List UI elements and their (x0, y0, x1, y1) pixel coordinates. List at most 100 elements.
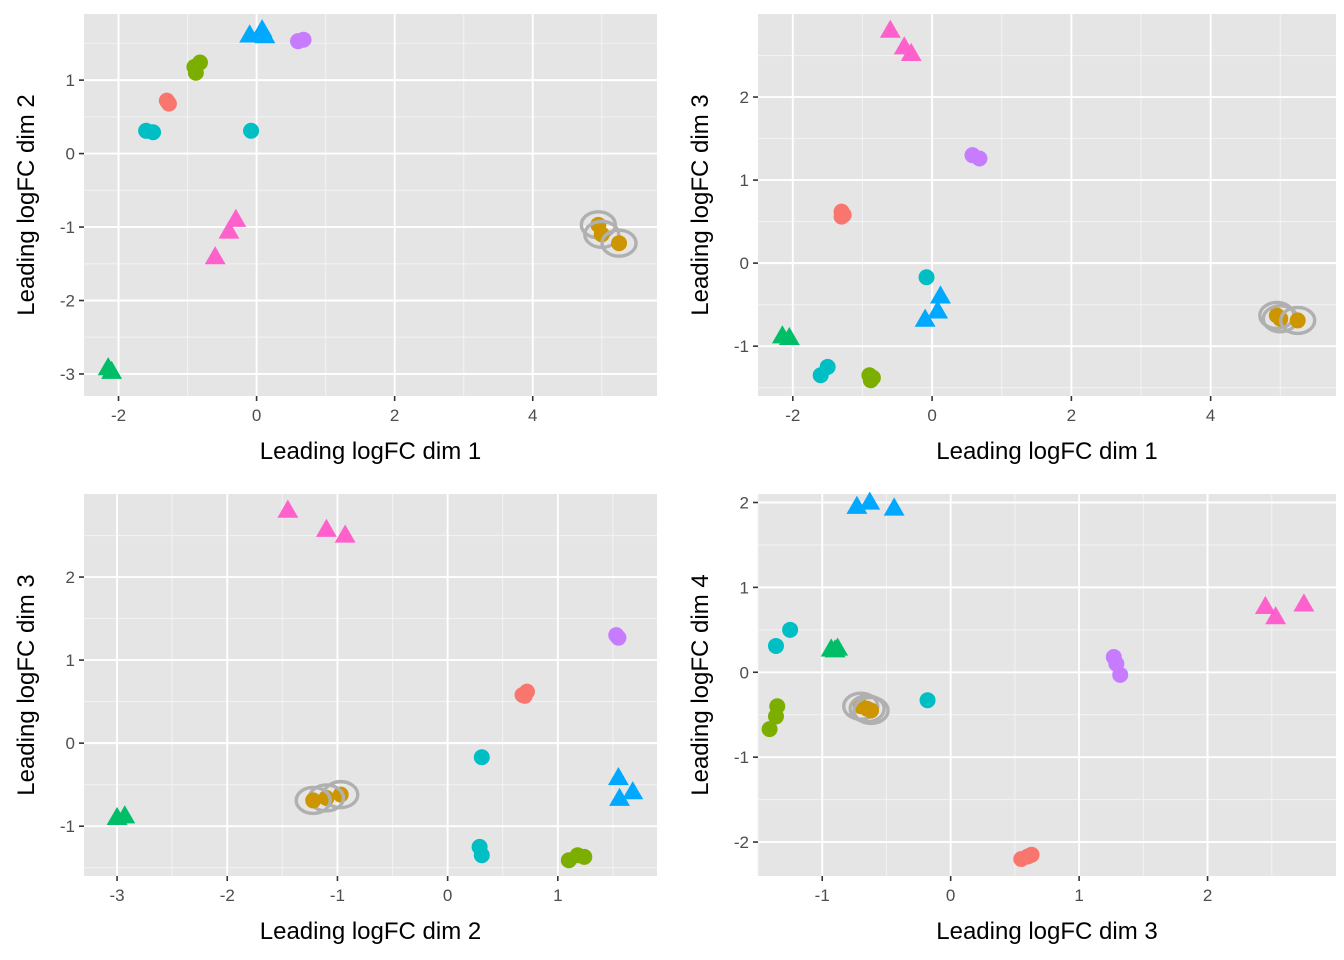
x-axis-title: Leading logFC dim 2 (260, 918, 481, 945)
point-triangle-blue (927, 300, 949, 319)
data-points (761, 491, 1315, 868)
point-circle-purple (295, 31, 312, 48)
y-tick-label: -1 (60, 218, 75, 237)
y-axis-title: Leading logFC dim 4 (687, 574, 714, 795)
y-tick-label: 2 (740, 493, 749, 512)
panel-4: -1 0 1 2 -2 -1 0 1 2 Leading logFC dim 3 Leading l… (687, 491, 1336, 945)
highlight-ring (294, 785, 332, 816)
x-tick-label: 1 (1074, 886, 1083, 905)
panel-2: -2 0 2 4 -1 0 1 2 Leading logFC dim 1 Leading log… (687, 14, 1336, 465)
y-tick-label: -1 (734, 748, 749, 767)
point-triangle-blue (930, 285, 951, 304)
point-triangle-blue (914, 308, 936, 327)
point-circle-olive (862, 372, 879, 389)
x-tick-label: 1 (553, 886, 562, 905)
x-tick-label: -3 (109, 886, 124, 905)
highlight-ring (600, 228, 638, 258)
point-circle-purple (971, 150, 988, 167)
point-triangle-blue (254, 25, 276, 44)
point-triangle-blue (607, 767, 629, 786)
point-triangle-blue (622, 781, 644, 800)
x-tick-label: -2 (785, 406, 800, 425)
point-triangle-pink (1293, 593, 1315, 612)
point-triangle-green (778, 326, 800, 346)
x-tick-label: -1 (330, 886, 345, 905)
y-tick-label: -3 (60, 365, 75, 384)
x-axis-title: Leading logFC dim 1 (260, 438, 481, 465)
x-tick-label: -1 (815, 886, 830, 905)
point-circle-red (833, 208, 850, 225)
y-tick-label: -1 (60, 817, 75, 836)
point-circle-red (1023, 846, 1040, 863)
point-circle-teal (767, 637, 784, 654)
y-tick-label: -2 (734, 833, 749, 852)
point-triangle-pink (277, 499, 299, 518)
point-triangle-blue (883, 497, 905, 516)
x-axis-title: Leading logFC dim 1 (936, 438, 1157, 465)
highlight-ring (1278, 305, 1317, 336)
y-axis-title: Leading logFC dim 2 (13, 94, 40, 315)
point-circle-red (516, 687, 533, 704)
y-axis-title: Leading logFC dim 3 (687, 94, 714, 315)
x-tick-label: 0 (927, 406, 936, 425)
y-tick-label: 0 (740, 663, 749, 682)
point-triangle-green (827, 637, 849, 656)
point-triangle-pink (879, 19, 901, 38)
point-triangle-pink (1254, 595, 1276, 615)
point-triangle-green (114, 805, 136, 824)
x-tick-label: 2 (390, 406, 399, 425)
y-tick-label: 2 (740, 88, 749, 107)
point-triangle-pink (218, 220, 240, 239)
y-tick-label: 2 (66, 568, 75, 587)
y-tick-label: 1 (66, 71, 75, 90)
panel-background (84, 14, 657, 396)
data-points (97, 19, 638, 379)
point-circle-olive (576, 848, 593, 865)
point-circle-teal (918, 269, 935, 286)
y-tick-label: -2 (60, 292, 75, 311)
data-points (771, 19, 1317, 389)
y-tick-label: -1 (734, 337, 749, 356)
data-points (106, 499, 644, 869)
highlight-ring (852, 695, 890, 726)
point-circle-olive (560, 852, 577, 869)
y-tick-label: 0 (740, 254, 749, 273)
panel-background (758, 494, 1336, 876)
point-triangle-blue (859, 491, 881, 510)
point-circle-olive (767, 708, 784, 725)
y-tick-label: 0 (66, 145, 75, 164)
point-circle-red (160, 95, 177, 112)
point-circle-purple (610, 629, 627, 646)
point-circle-teal (919, 692, 936, 709)
point-circle-purple (1112, 666, 1129, 683)
point-circle-orange (1289, 312, 1306, 329)
point-circle-orange (305, 792, 322, 809)
y-axis-title: Leading logFC dim 3 (13, 574, 40, 795)
point-circle-teal (473, 749, 490, 766)
point-triangle-green (101, 360, 123, 379)
point-triangle-pink (900, 42, 922, 62)
y-tick-label: 1 (66, 651, 75, 670)
point-circle-orange (593, 226, 610, 243)
x-tick-label: 0 (946, 886, 955, 905)
panel-background (758, 14, 1336, 396)
point-circle-olive (761, 721, 778, 738)
point-triangle-pink (315, 518, 337, 537)
y-tick-label: 0 (66, 734, 75, 753)
y-tick-label: 1 (740, 171, 749, 190)
point-circle-olive (187, 64, 204, 81)
point-triangle-blue (239, 24, 261, 43)
x-axis-title: Leading logFC dim 3 (936, 918, 1157, 945)
point-circle-teal (819, 358, 836, 375)
point-circle-teal (471, 838, 488, 855)
x-tick-label: 0 (252, 406, 261, 425)
panel-background (84, 494, 657, 876)
y-tick-label: 1 (740, 578, 749, 597)
point-triangle-blue (609, 787, 630, 806)
point-triangle-pink (225, 208, 247, 227)
x-tick-label: 0 (443, 886, 452, 905)
x-tick-label: 2 (1203, 886, 1212, 905)
point-triangle-pink (334, 524, 356, 543)
point-circle-teal (243, 122, 260, 139)
